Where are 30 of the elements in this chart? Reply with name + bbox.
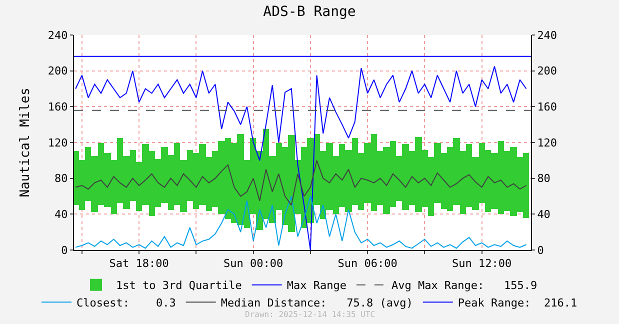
x-tick-label: Sun 00:00	[224, 257, 284, 270]
y-tick-label: 120	[48, 136, 68, 150]
y2-tick-label: 120	[537, 136, 558, 150]
line-series	[75, 160, 527, 206]
legend-label: Avg Max Range: 155.9	[391, 279, 538, 292]
y2-tick-label: 0	[537, 244, 544, 257]
y-tick-label: 80	[54, 172, 68, 186]
text: Drawn: 2025-12-14 14:35 UTC	[245, 310, 376, 319]
y2-tick-label: 200	[537, 64, 558, 78]
x-tick-label: Sat 18:00	[109, 257, 169, 270]
legend-label: 1st to 3rd Quartile	[116, 279, 242, 292]
y-tick-label: 160	[48, 100, 68, 114]
y-tick-label: 240	[48, 28, 68, 42]
line-series	[75, 196, 527, 249]
chart-title: ADS-B Range	[263, 4, 356, 20]
legend-label: Median Distance: 75.8 (avg)	[220, 296, 413, 310]
legend-label: Closest: 0.3	[76, 296, 176, 310]
y2-tick-label: 80	[537, 172, 550, 186]
y2-tick-label: 40	[537, 208, 550, 222]
legend-label: Peak Range: 216.1	[458, 296, 578, 310]
x-tick-label: Sun 06:00	[338, 257, 398, 270]
y-tick-label: 40	[54, 208, 68, 222]
line-series	[75, 66, 527, 250]
y2-tick-label: 160	[537, 100, 558, 114]
legend-label: Max Range	[286, 279, 346, 292]
x-tick-label: Sun 12:00	[452, 257, 512, 270]
y2-tick-label: 240	[537, 28, 558, 42]
y-axis-title: Nautical Miles	[18, 88, 33, 198]
y-tick-label: 0	[61, 244, 68, 257]
y-tick-label: 200	[48, 64, 68, 78]
